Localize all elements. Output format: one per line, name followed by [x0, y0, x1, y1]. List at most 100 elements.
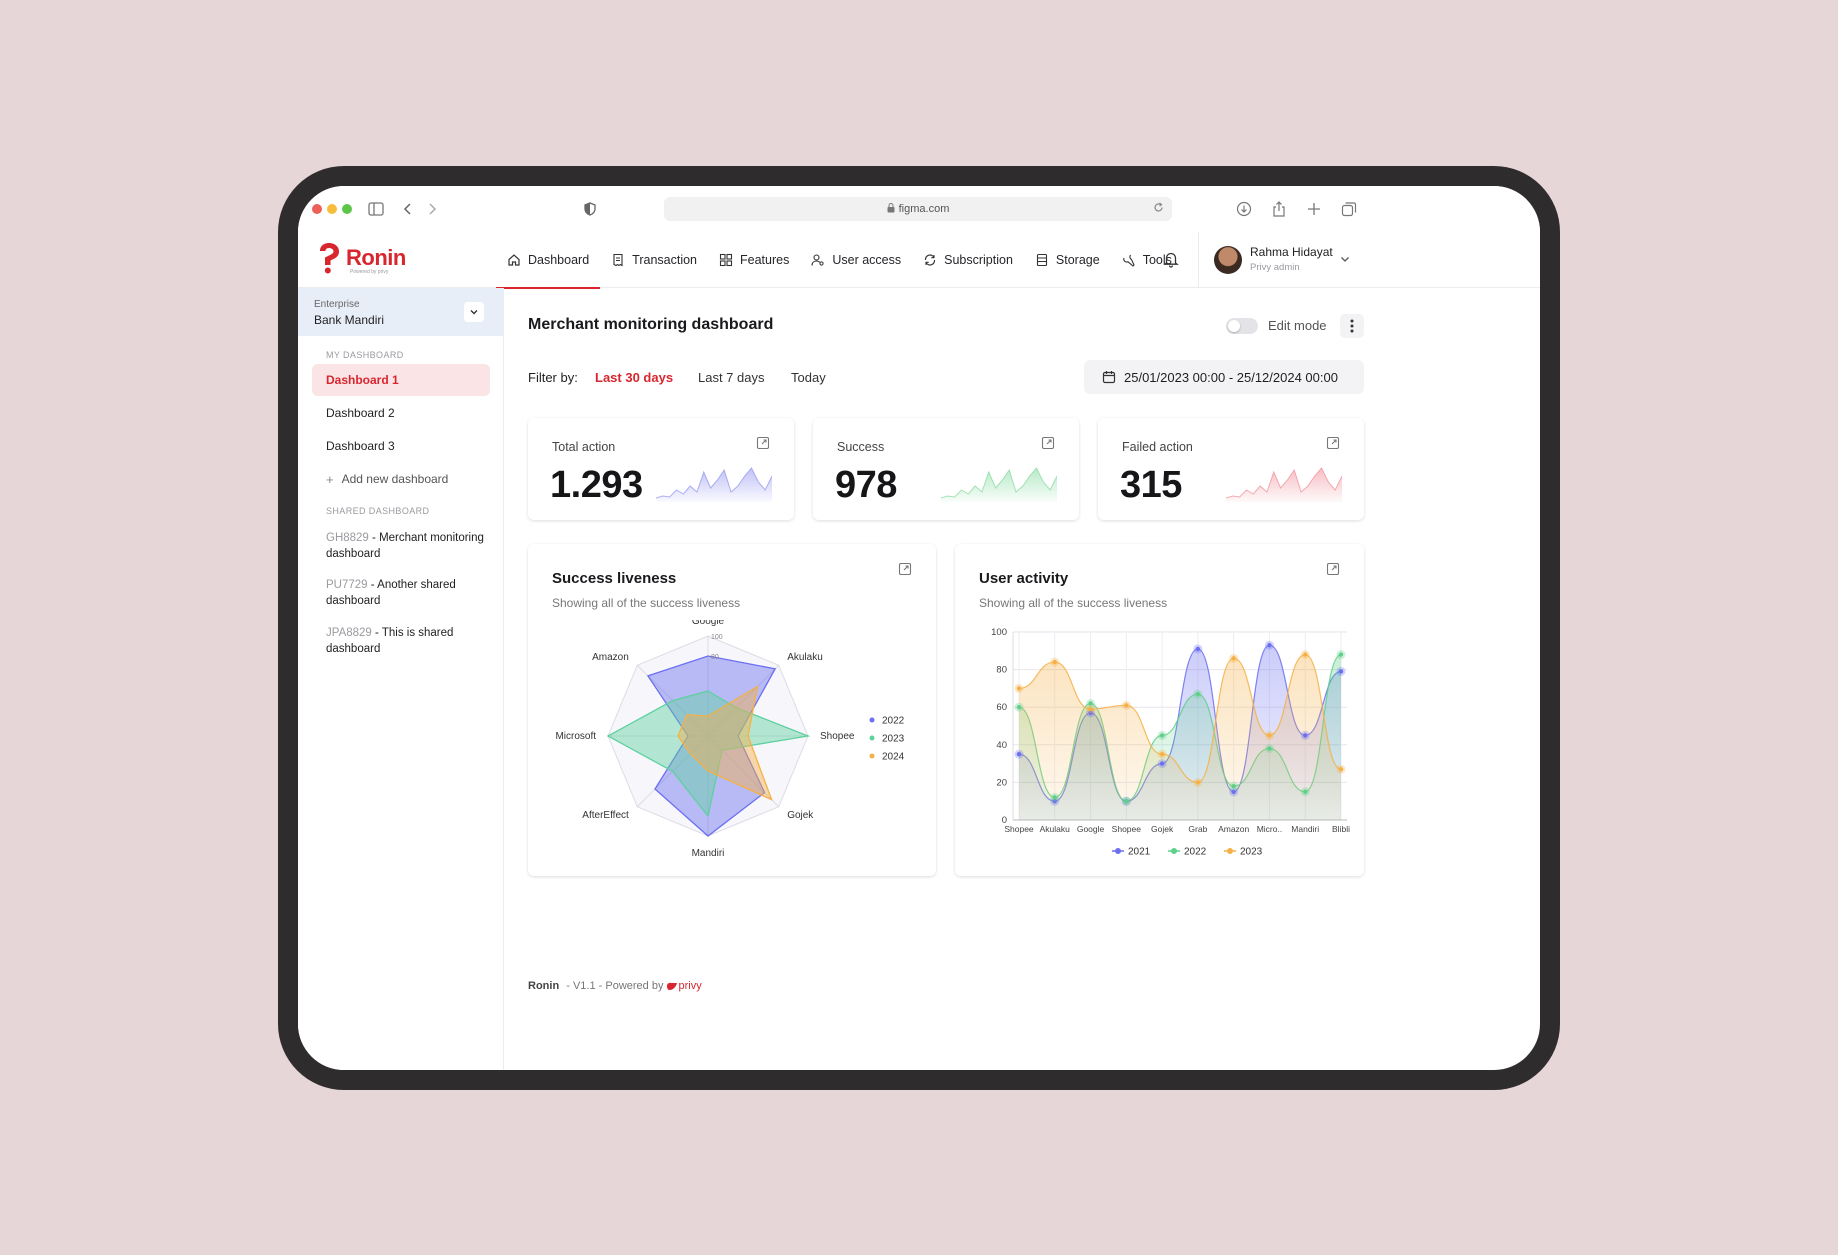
x-tick-label: Micro..	[1257, 824, 1283, 834]
add-dashboard-label: Add new dashboard	[341, 472, 449, 486]
close-window-dot[interactable]	[312, 204, 322, 214]
data-point	[1052, 799, 1057, 804]
expand-icon[interactable]	[1041, 436, 1055, 450]
filter-last-7-days[interactable]: Last 7 days	[698, 370, 765, 385]
radar-tick-label: 80	[711, 654, 719, 661]
data-point	[1303, 789, 1308, 794]
shared-dashboard-name: - This is shared dashboard	[326, 627, 454, 655]
new-tab-icon[interactable]	[1304, 199, 1324, 219]
stat-title: Failed action	[1122, 440, 1193, 454]
y-tick-label: 40	[996, 740, 1007, 751]
area-chart: 0 20 40 60 80 100 Shopee Akulaku Google Shopee Goj…	[991, 627, 1350, 858]
shared-dashboard-label: SHARED DASHBOARD	[326, 506, 430, 516]
nav-user-access[interactable]: User access	[800, 232, 912, 288]
shield-icon[interactable]	[580, 199, 600, 219]
chart-subtitle: Showing all of the success liveness	[552, 596, 741, 610]
date-range-text: 25/01/2023 00:00 - 25/12/2024 00:00	[1124, 369, 1338, 385]
footer-version: V1.1	[572, 980, 596, 992]
data-point	[1124, 799, 1129, 804]
date-range-picker[interactable]: 25/01/2023 00:00 - 25/12/2024 00:00	[1084, 360, 1364, 394]
share-icon[interactable]	[1269, 199, 1289, 219]
nav-user-access-label: User access	[832, 253, 902, 267]
logo-text: Ronin	[346, 245, 406, 270]
nav-dashboard[interactable]: Dashboard	[496, 232, 601, 289]
chevron-down-icon[interactable]	[1338, 252, 1352, 266]
sparkline-line	[1226, 467, 1342, 499]
x-tick-label: Amazon	[1218, 824, 1249, 834]
data-point	[1052, 659, 1057, 665]
data-point	[1303, 652, 1308, 657]
bell-icon[interactable]	[1162, 250, 1180, 268]
reload-icon[interactable]	[1153, 202, 1164, 216]
lock-icon	[887, 202, 895, 216]
ronin-logo[interactable]: Ronin Powered by privy	[316, 242, 406, 275]
sparkline	[656, 467, 772, 502]
filter-today[interactable]: Today	[791, 370, 826, 385]
legend-label: 2022	[1184, 847, 1207, 858]
sparkline-area	[656, 468, 772, 502]
data-point	[1088, 701, 1093, 706]
footer: Ronin - V1.1 - Powered by privy	[528, 980, 702, 992]
nav-subscription[interactable]: Subscription	[912, 232, 1024, 288]
nav-transaction[interactable]: Transaction	[600, 232, 708, 288]
privy-logo[interactable]: privy	[666, 980, 702, 992]
home-icon	[507, 253, 521, 267]
filter-last-30-days[interactable]: Last 30 days	[595, 370, 674, 385]
expand-icon[interactable]	[898, 562, 912, 576]
stat-value: 315	[1120, 464, 1182, 506]
expand-icon[interactable]	[1326, 436, 1340, 450]
tabs-overview-icon[interactable]	[1339, 199, 1359, 219]
app-topbar: Ronin Powered by privy Dashboard Transac…	[298, 232, 1540, 289]
sparkline	[1226, 467, 1342, 502]
data-point	[1159, 752, 1165, 757]
privy-logo-icon	[667, 982, 678, 990]
enterprise-selector[interactable]: Enterprise Bank Mandiri	[298, 288, 503, 336]
avatar[interactable]	[1214, 246, 1242, 274]
shared-dashboard-code: GH8829	[326, 532, 369, 544]
data-point	[1016, 686, 1022, 691]
sidebar-item-dashboard-2[interactable]: Dashboard 2	[326, 406, 395, 420]
url-bar[interactable]: figma.com	[664, 197, 1172, 221]
expand-icon[interactable]	[1326, 562, 1340, 576]
y-tick-label: 100	[991, 627, 1007, 638]
expand-icon[interactable]	[756, 436, 770, 450]
enterprise-dropdown-button[interactable]	[464, 302, 484, 322]
main-nav: Dashboard Transaction Features User acce…	[496, 232, 1183, 289]
sidebar-toggle-icon[interactable]	[366, 199, 386, 219]
stat-card-success: Success 978	[813, 418, 1079, 520]
x-tick-label: Grab	[1188, 824, 1207, 834]
back-icon[interactable]	[398, 199, 418, 219]
shared-dashboard-item[interactable]: GH8829 - Merchant monitoring dashboard	[326, 530, 486, 562]
data-point	[1124, 703, 1129, 708]
legend-label: 2023	[882, 734, 905, 745]
sidebar-item-dashboard-1[interactable]: Dashboard 1	[312, 364, 490, 396]
legend-dot	[1171, 848, 1177, 854]
nav-features[interactable]: Features	[708, 232, 800, 288]
add-dashboard-button[interactable]: + Add new dashboard	[312, 463, 490, 495]
page-title: Merchant monitoring dashboard	[528, 316, 774, 333]
stat-title: Total action	[552, 440, 616, 454]
nav-tools[interactable]: Tools	[1111, 232, 1183, 288]
data-point	[1159, 761, 1165, 766]
minimize-window-dot[interactable]	[327, 204, 337, 214]
x-tick-label: Blibli	[1332, 824, 1350, 834]
edit-mode-toggle[interactable]	[1226, 318, 1258, 334]
data-point	[1195, 646, 1201, 652]
sidebar-item-dashboard-3[interactable]: Dashboard 3	[326, 439, 395, 453]
x-tick-label: Gojek	[1151, 824, 1174, 834]
my-dashboard-label: MY DASHBOARD	[326, 350, 404, 360]
forward-icon[interactable]	[422, 199, 442, 219]
more-options-button[interactable]	[1340, 314, 1364, 338]
legend-dot	[869, 717, 875, 723]
legend-label: 2024	[882, 752, 905, 763]
download-icon[interactable]	[1234, 199, 1254, 219]
shared-dashboard-item[interactable]: PU7729 - Another shared dashboard	[326, 577, 486, 609]
nav-storage[interactable]: Storage	[1024, 232, 1111, 288]
data-point	[1231, 783, 1236, 789]
user-key-icon	[811, 253, 825, 267]
sidebar: Enterprise Bank Mandiri MY DASHBOARD Das…	[298, 288, 504, 1070]
chart-card-user-activity: User activity Showing all of the success…	[955, 544, 1364, 876]
chart-title: Success liveness	[552, 570, 677, 587]
maximize-window-dot[interactable]	[342, 204, 352, 214]
shared-dashboard-item[interactable]: JPA8829 - This is shared dashboard	[326, 625, 486, 657]
